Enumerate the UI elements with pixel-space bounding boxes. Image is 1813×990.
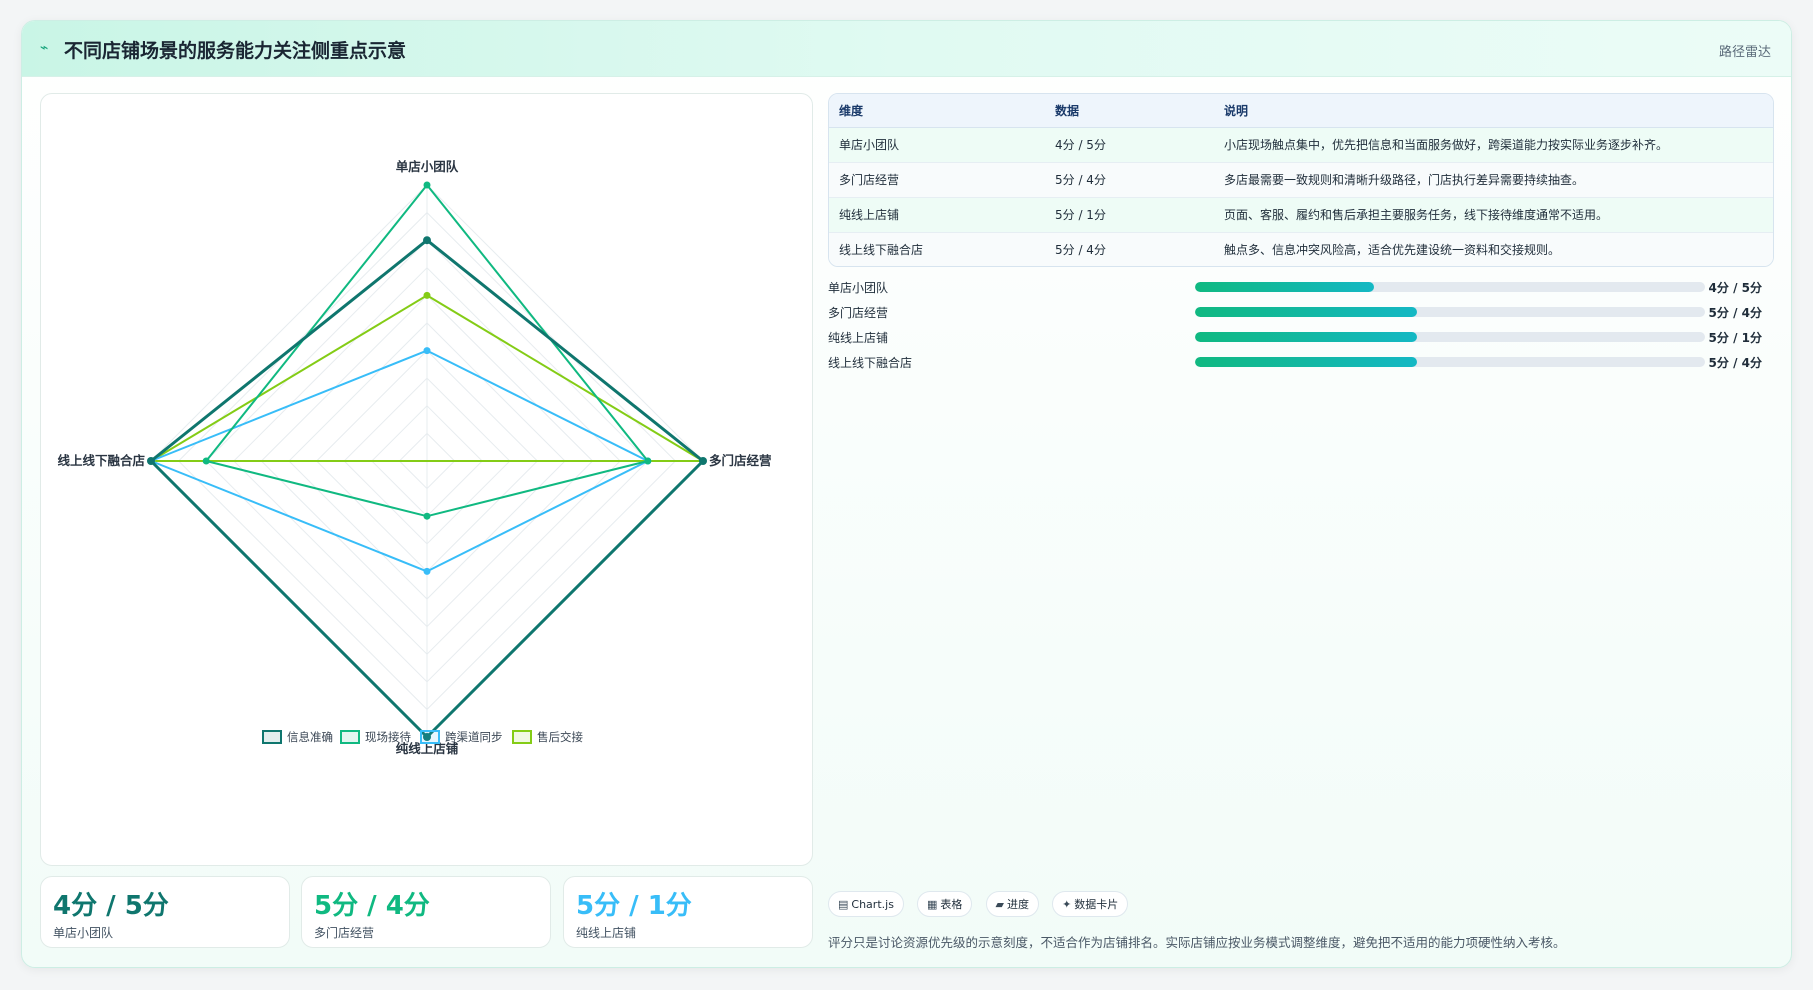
pill-label: 表格 [940, 898, 963, 911]
table-cell: 触点多、信息冲突风险高，适合优先建设统一资料和交接规则。 [1214, 232, 1773, 266]
table-cell: 5分 / 1分 [1045, 197, 1214, 233]
progress-track [1195, 307, 1705, 317]
progress-value: 5分 / 4分 [1708, 306, 1762, 320]
kpi-value: 4分 / 5分 [53, 891, 169, 921]
table-cell: 4分 / 5分 [1045, 127, 1214, 163]
kpi-card-0: 4分 / 5分 单店小团队 [40, 876, 290, 948]
page-title: 不同店铺场景的服务能力关注侧重点示意 [64, 40, 407, 62]
progress-value: 5分 / 4分 [1708, 356, 1762, 370]
kpi-card-2: 5分 / 1分 纯线上店铺 [563, 876, 813, 948]
pill-table[interactable]: ▦ 表格 [917, 891, 973, 917]
tech-pills: ▤ Chart.js ▦ 表格 ▰ 进度 ✦ 数据卡片 [828, 891, 1136, 917]
progress-track [1195, 282, 1705, 292]
radar-chart-panel: 单店小团队多门店经营纯线上店铺 线上线下融合店信息准确 现场接待 跨渠道同步 售后交接 [40, 93, 813, 866]
progress-label: 多门店经营 [828, 306, 889, 320]
chart-icon: ▤ [838, 898, 849, 911]
legend-label: 现场接待 [365, 730, 411, 744]
kpi-label: 单店小团队 [53, 926, 114, 940]
progress-label: 纯线上店铺 [828, 331, 889, 345]
progress-track [1195, 357, 1705, 367]
kpi-card-1: 5分 / 4分 多门店经营 [301, 876, 551, 948]
data-point [423, 181, 431, 189]
data-point [202, 457, 210, 465]
footnote: 评分只是讨论资源优先级的示意刻度，不适合作为店铺排名。实际店铺应按业务模式调整维… [828, 935, 1566, 950]
table-cell: 5分 / 4分 [1045, 232, 1214, 266]
progress-label: 线上线下融合店 [828, 356, 913, 370]
progress-track [1195, 332, 1705, 342]
table-header-cell: 维度 [829, 94, 1045, 128]
table-cell: 小店现场触点集中，优先把信息和当面服务做好，跨渠道能力按实际业务逐步补齐。 [1214, 127, 1773, 163]
table-cell: 纯线上店铺 [829, 197, 1045, 233]
pill-label: 进度 [1006, 898, 1029, 911]
chart-type-tag: 路径雷达 [1718, 45, 1771, 60]
progress-list: 单店小团队 4分 / 5分 多门店经营 5分 / 4分 纯线上店铺 5分 / 1… [828, 275, 1774, 375]
table-cell: 5分 / 4分 [1045, 162, 1214, 198]
axis-label: 纯线上店铺 [396, 741, 459, 756]
main-card: ⌁ 不同店铺场景的服务能力关注侧重点示意 路径雷达 单店小团队 多门店经营 纯线上店… [21, 20, 1792, 968]
table-header-cell: 数据 [1045, 94, 1214, 128]
legend-swatch [512, 730, 532, 744]
axis-label: 多门店经营 [709, 453, 772, 468]
legend-swatch [262, 730, 282, 744]
pill-data-card[interactable]: ✦ 数据卡片 [1052, 891, 1129, 917]
table-row: 线上线下融合店 5分 / 4分 触点多、信息冲突风险高，适合优先建设统一资料和交… [829, 232, 1773, 266]
table-icon: ▦ [927, 898, 938, 911]
kpi-label: 多门店经营 [314, 926, 375, 940]
legend-swatch [340, 730, 360, 744]
progress-row: 线上线下融合店 5分 / 4分 [828, 350, 1774, 375]
axis-label: 线上线下融合店 [57, 453, 145, 468]
table-row: 多门店经营 5分 / 4分 多店最需要一致规则和清晰升级路径，门店执行差异需要持… [829, 162, 1773, 198]
progress-row: 纯线上店铺 5分 / 1分 [828, 325, 1774, 350]
progress-label: 单店小团队 [828, 281, 889, 295]
progress-icon: ▰ [995, 898, 1004, 911]
data-point [423, 291, 431, 299]
axis-label: 单店小团队 [396, 159, 459, 174]
progress-fill [1195, 332, 1417, 342]
table-cell: 多门店经营 [829, 162, 1045, 198]
progress-value: 4分 / 5分 [1708, 281, 1762, 295]
legend-label: 跨渠道同步 [445, 730, 503, 744]
progress-row: 多门店经营 5分 / 4分 [828, 300, 1774, 325]
data-point [423, 236, 431, 245]
pulse-icon: ⌁ [40, 40, 49, 56]
pill-label: 数据卡片 [1074, 898, 1119, 911]
data-table: 维度 数据 说明 单店小团队 4分 / 5分 小店现场触点集中，优先把信息和当面… [828, 93, 1774, 267]
progress-value: 5分 / 1分 [1708, 331, 1762, 345]
kpi-value: 5分 / 4分 [314, 891, 430, 921]
data-point [423, 733, 431, 741]
data-point [423, 512, 431, 520]
kpi-value: 5分 / 1分 [576, 891, 692, 921]
legend-label: 售后交接 [537, 730, 583, 744]
table-cell: 线上线下融合店 [829, 232, 1045, 266]
legend-swatch [420, 730, 440, 744]
data-point [644, 457, 652, 465]
card-header: ⌁ 不同店铺场景的服务能力关注侧重点示意 路径雷达 [22, 21, 1791, 77]
progress-fill [1195, 282, 1374, 292]
series-line-3 [150, 294, 704, 462]
pill-label: Chart.js [851, 898, 894, 911]
table-row: 单店小团队 4分 / 5分 小店现场触点集中，优先把信息和当面服务做好，跨渠道能… [829, 127, 1773, 163]
progress-row: 单店小团队 4分 / 5分 [828, 275, 1774, 300]
progress-fill [1195, 307, 1417, 317]
progress-fill [1195, 357, 1417, 367]
table-header-cell: 说明 [1214, 94, 1773, 128]
data-point [699, 457, 707, 465]
pill-progress[interactable]: ▰ 进度 [985, 891, 1039, 917]
pill-chartjs[interactable]: ▤ Chart.js [828, 891, 904, 917]
data-point [423, 347, 431, 355]
data-point [423, 567, 431, 575]
table-cell: 多店最需要一致规则和清晰升级路径，门店执行差异需要持续抽查。 [1214, 162, 1773, 198]
sparkle-icon: ✦ [1062, 898, 1072, 911]
table-header-row: 维度 数据 说明 [829, 94, 1773, 128]
legend-label: 信息准确 [287, 730, 333, 744]
data-point [147, 457, 155, 465]
table-row: 纯线上店铺 5分 / 1分 页面、客服、履约和售后承担主要服务任务，线下接待维度… [829, 197, 1773, 233]
table-cell: 单店小团队 [829, 127, 1045, 163]
kpi-label: 纯线上店铺 [576, 926, 637, 940]
table-cell: 页面、客服、履约和售后承担主要服务任务，线下接待维度通常不适用。 [1214, 197, 1773, 233]
